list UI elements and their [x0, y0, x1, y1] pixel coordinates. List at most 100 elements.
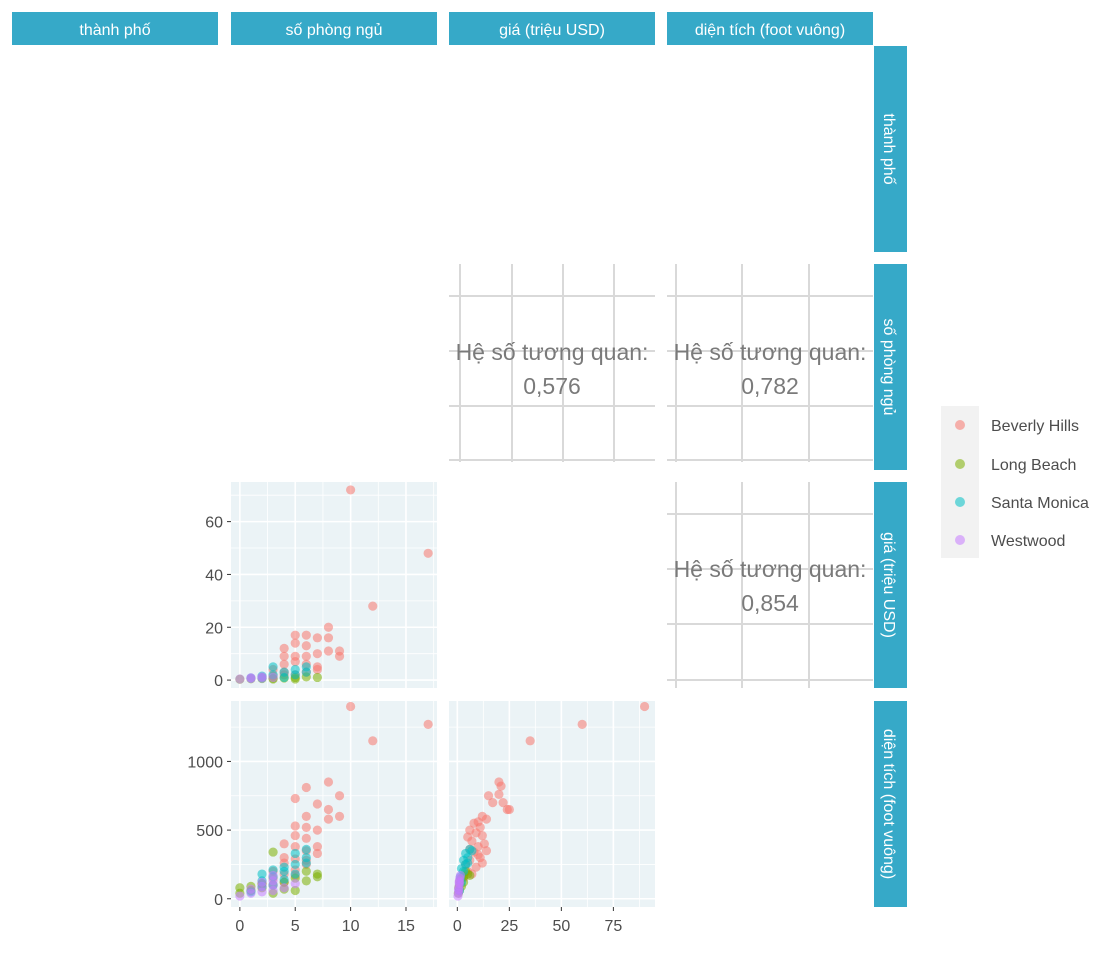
top-strip-area	[667, 12, 873, 45]
data-point	[481, 814, 492, 824]
data-point	[346, 485, 356, 495]
right-strip-bedrooms	[874, 264, 907, 470]
data-point	[268, 672, 278, 683]
right-strips: thành phố số phòng ngủ giá (triệu USD) d…	[874, 46, 907, 907]
data-point	[423, 719, 433, 729]
corr-value-bedrooms-area: 0,782	[741, 373, 799, 399]
legend-item: Westwood	[955, 533, 1065, 550]
data-point	[246, 673, 256, 683]
data-point	[455, 870, 466, 881]
top-strip-price	[449, 12, 655, 45]
legend-item: Long Beach	[955, 457, 1076, 474]
corr-panel-bedrooms-area: Hệ số tương quan: 0,782	[667, 264, 873, 462]
data-point	[290, 830, 300, 841]
scatter-panel-bedrooms-price: 0 20 40 60	[205, 482, 437, 690]
right-strip-city	[874, 46, 907, 252]
y-tick-label: 40	[205, 567, 223, 584]
data-point	[257, 877, 267, 887]
data-point	[290, 859, 300, 870]
scatter-panel-bedrooms-area: 0 5 10 15 0 500 1000	[187, 701, 437, 935]
corr-panel-bedrooms-price: Hệ số tương quan: 0,576	[449, 264, 655, 462]
data-point	[312, 841, 322, 852]
data-point	[471, 862, 481, 872]
data-point	[257, 672, 267, 682]
data-point	[496, 781, 506, 791]
right-strip-price-label: giá (triệu USD)	[880, 532, 897, 638]
top-strip-city-label: thành phố	[79, 22, 150, 39]
data-point	[268, 662, 278, 672]
corr-label-bedrooms-price: Hệ số tương quan:	[456, 339, 649, 365]
data-point	[368, 736, 378, 746]
data-point	[312, 869, 322, 879]
data-point	[235, 891, 245, 901]
data-point	[483, 791, 494, 801]
legend-key-beverly-hills	[955, 420, 965, 430]
y-tick-label: 20	[205, 620, 223, 637]
data-point	[498, 798, 508, 808]
data-point	[290, 656, 300, 667]
data-point	[456, 863, 467, 874]
data-point	[290, 879, 300, 889]
legend: Beverly Hills Long Beach Santa Monica We…	[941, 406, 1089, 558]
data-point	[323, 814, 334, 824]
data-point	[279, 651, 289, 661]
data-point	[301, 852, 311, 863]
data-point	[268, 847, 278, 857]
data-point	[290, 821, 300, 831]
data-point	[235, 674, 245, 684]
data-point	[334, 651, 345, 661]
y-tick-label: 60	[205, 515, 223, 532]
data-point	[639, 701, 650, 712]
top-strip-area-label: diện tích (foot vuông)	[695, 22, 845, 39]
data-point	[279, 862, 289, 872]
data-point	[235, 883, 245, 893]
corr-grid-bedrooms-area	[667, 264, 873, 462]
legend-key-santa-monica	[955, 497, 965, 507]
corr-panel-price-area: Hệ số tương quan: 0,854	[667, 482, 873, 688]
x-tick-label: 15	[397, 918, 415, 935]
data-point	[312, 825, 322, 835]
legend-key-long-beach	[955, 459, 965, 469]
data-point	[279, 839, 289, 849]
data-point	[323, 622, 334, 632]
data-point	[477, 830, 487, 841]
data-point	[279, 659, 289, 669]
scatter-panel-price-area: 0 25 50 75	[449, 701, 655, 935]
data-point	[577, 719, 587, 729]
data-point	[301, 822, 311, 832]
data-point	[323, 633, 334, 643]
data-point	[279, 643, 289, 653]
data-point	[312, 848, 322, 859]
x-tick-label: 5	[291, 918, 300, 935]
top-strip-price-label: giá (triệu USD)	[499, 22, 605, 39]
data-point	[463, 858, 473, 868]
data-point	[246, 884, 256, 894]
data-point	[301, 651, 311, 661]
corr-value-price-area: 0,854	[741, 590, 799, 616]
data-point	[454, 885, 464, 896]
data-point	[323, 777, 334, 787]
data-point	[290, 670, 300, 680]
legend-item: Santa Monica	[955, 495, 1089, 512]
corr-grid-bedrooms-price	[449, 264, 655, 462]
top-strip-bedrooms	[231, 12, 437, 45]
data-point	[312, 664, 322, 675]
data-point	[301, 833, 311, 843]
corr-label-bedrooms-area: Hệ số tương quan:	[674, 339, 867, 365]
legend-label-westwood: Westwood	[991, 533, 1065, 550]
x-tick-label: 75	[604, 918, 622, 935]
data-point	[290, 638, 300, 648]
y-tick-label: 1000	[187, 754, 223, 771]
data-point	[312, 633, 322, 643]
right-strip-city-label: thành phố	[880, 113, 897, 184]
corr-grid-price-area	[667, 482, 873, 688]
top-strip-city	[12, 12, 218, 45]
data-point	[502, 804, 512, 815]
legend-key-westwood	[955, 535, 965, 545]
y-tick-label: 0	[214, 892, 223, 909]
x-tick-label: 10	[342, 918, 360, 935]
data-point	[454, 877, 464, 887]
data-point	[279, 672, 289, 683]
